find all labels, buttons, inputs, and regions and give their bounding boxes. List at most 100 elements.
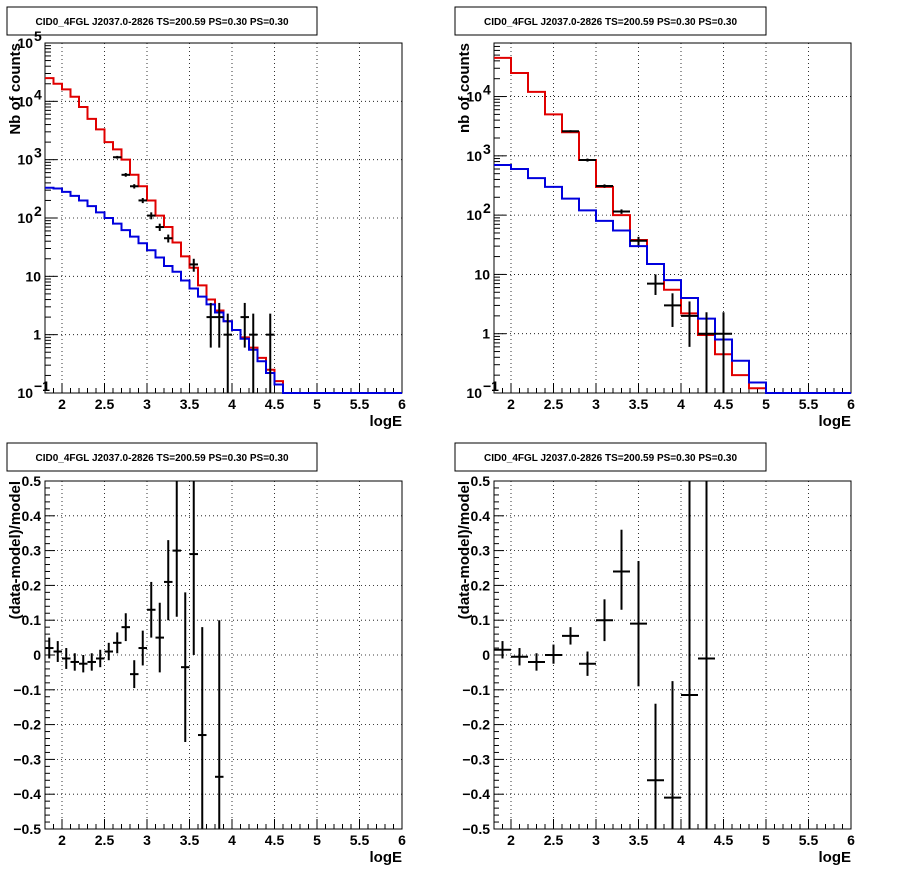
- data-point: [130, 660, 139, 689]
- data-point: [630, 236, 647, 246]
- data-point: [579, 651, 596, 676]
- x-tick-label: 5.5: [350, 832, 370, 848]
- title-box: [6, 6, 318, 36]
- x-tick-label: 5.5: [799, 832, 819, 848]
- plot-frame: [44, 42, 403, 394]
- data-point: [223, 313, 232, 393]
- data-point: [164, 234, 173, 243]
- title-box: [454, 442, 767, 472]
- x-axis-label: logE: [370, 849, 403, 866]
- x-tick-label: 4.5: [714, 396, 734, 412]
- data-point: [249, 313, 258, 393]
- x-tick-label: 3: [592, 396, 600, 412]
- data-point: [79, 655, 88, 673]
- x-tick-label: 2: [58, 396, 66, 412]
- data-point: [681, 301, 698, 347]
- x-tick-label: 6: [398, 832, 406, 848]
- y-tick-label: −0.2: [13, 717, 41, 733]
- y-tick-label: −0.2: [462, 717, 490, 733]
- total-model-line: [45, 77, 402, 394]
- chart-panel-1: CID0_4FGL J2037.0-2826 TS=200.59 PS=0.30…: [6, 6, 406, 430]
- y-tick-exponent: −1: [34, 378, 50, 394]
- y-tick-label: 0: [33, 647, 41, 663]
- y-tick-exponent: −1: [483, 378, 499, 394]
- y-tick-label: 0.5: [22, 473, 42, 489]
- y-tick-label: −0.3: [462, 751, 490, 767]
- data-point: [562, 627, 579, 645]
- x-tick-label: 6: [398, 396, 406, 412]
- data-point: [647, 703, 664, 829]
- x-tick-label: 5.5: [350, 396, 370, 412]
- y-tick-label: 0.5: [471, 473, 491, 489]
- y-tick-label: 10: [17, 152, 33, 168]
- y-tick-label: 10: [25, 268, 41, 284]
- x-tick-label: 3: [143, 832, 151, 848]
- data-point: [545, 644, 562, 664]
- data-point: [172, 481, 181, 617]
- background-model-line: [45, 186, 402, 394]
- data-point: [130, 184, 139, 189]
- data-point: [596, 599, 613, 642]
- data-point: [613, 529, 630, 610]
- y-tick-label: 10: [17, 93, 33, 109]
- y-tick-label: 10: [466, 148, 482, 164]
- x-tick-label: 5: [313, 832, 321, 848]
- data-point: [53, 641, 62, 662]
- y-tick-label: 10: [474, 266, 490, 282]
- x-tick-label: 4: [677, 396, 685, 412]
- y-axis-label: (data-model)/model: [456, 481, 473, 619]
- x-tick-label: 2: [507, 832, 515, 848]
- data-point: [215, 302, 224, 348]
- data-point: [147, 581, 156, 638]
- y-tick-label: 0.3: [471, 543, 491, 559]
- data-point: [715, 312, 732, 393]
- y-tick-label: 10: [466, 89, 482, 105]
- data-point: [528, 653, 545, 671]
- chart-title: CID0_4FGL J2037.0-2826 TS=200.59 PS=0.30…: [35, 17, 288, 28]
- y-axis-label: nb of counts: [456, 43, 473, 133]
- y-tick-label: 0.2: [22, 577, 42, 593]
- data-point: [664, 681, 681, 829]
- y-tick-exponent: 5: [34, 28, 42, 44]
- data-point: [189, 481, 198, 655]
- y-tick-label: 0: [482, 647, 490, 663]
- data-point: [664, 293, 681, 327]
- data-point: [562, 130, 579, 133]
- chart-title: CID0_4FGL J2037.0-2826 TS=200.59 PS=0.30…: [484, 453, 737, 464]
- x-tick-label: 5: [762, 832, 770, 848]
- chart-panel-4: CID0_4FGL J2037.0-2826 TS=200.59 PS=0.30…: [454, 442, 855, 866]
- x-tick-label: 4: [677, 832, 685, 848]
- x-axis-label: logE: [370, 413, 403, 430]
- y-tick-exponent: 2: [483, 200, 491, 216]
- data-point: [155, 602, 164, 673]
- x-tick-label: 4.5: [714, 832, 734, 848]
- data-point: [240, 302, 249, 348]
- data-point: [45, 637, 54, 659]
- x-tick-label: 3.5: [629, 396, 649, 412]
- y-tick-label: 10: [17, 35, 33, 51]
- y-tick-label: 0.1: [22, 612, 42, 628]
- chart-title: CID0_4FGL J2037.0-2826 TS=200.59 PS=0.30…: [484, 17, 737, 28]
- data-point: [113, 632, 122, 654]
- data-point: [198, 627, 207, 829]
- x-tick-label: 5: [762, 396, 770, 412]
- data-point: [113, 155, 122, 159]
- y-tick-label: 0.1: [471, 612, 491, 628]
- y-tick-label: −0.5: [13, 821, 41, 837]
- data-point: [579, 158, 596, 162]
- data-point: [121, 613, 130, 642]
- y-tick-label: 0.4: [22, 508, 42, 524]
- y-tick-exponent: 3: [483, 141, 491, 157]
- data-point: [147, 212, 156, 220]
- x-tick-label: 2.5: [544, 832, 564, 848]
- y-tick-label: 10: [17, 385, 33, 401]
- data-point: [698, 481, 715, 829]
- data-point: [596, 184, 613, 188]
- x-tick-label: 5: [313, 396, 321, 412]
- data-point: [215, 620, 224, 829]
- data-point: [681, 481, 698, 829]
- x-tick-label: 3: [143, 396, 151, 412]
- x-tick-label: 3.5: [180, 396, 200, 412]
- y-tick-exponent: 4: [483, 82, 491, 98]
- y-tick-label: −0.4: [13, 786, 41, 802]
